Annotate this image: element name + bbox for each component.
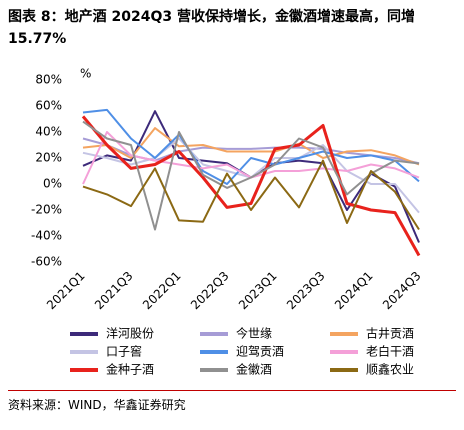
chart: % -60% -40% -20% 0% 20% 40% 60% 80% 2021Q1 2021Q3…	[31, 67, 424, 377]
y-axis-label: %	[80, 67, 91, 81]
y-tick-label: -20%	[31, 203, 62, 217]
source-note: 资料来源：WIND，华鑫证券研究	[8, 398, 186, 412]
x-tick-label: 2024Q3	[380, 269, 424, 313]
y-tick-label: 0%	[43, 177, 62, 191]
x-tick-label: 2023Q3	[284, 269, 328, 313]
series-line	[82, 159, 420, 231]
series-line	[82, 120, 420, 231]
legend-label: 古井贡酒	[366, 326, 414, 341]
x-tick-label: 2022Q3	[188, 269, 232, 313]
legend-label: 今世缘	[236, 326, 272, 341]
legend-label: 迎驾贡酒	[236, 345, 284, 359]
x-tick-label: 2023Q1	[236, 269, 280, 313]
y-tick-label: -40%	[31, 229, 62, 243]
series-line	[82, 108, 420, 185]
y-tick-label: 40%	[35, 125, 62, 139]
y-tick-label: 60%	[35, 99, 62, 113]
y-tick-label: -60%	[31, 255, 62, 269]
legend-label: 洋河股份	[106, 326, 154, 341]
divider	[8, 390, 456, 391]
series-line	[82, 127, 420, 166]
y-tick-label: 20%	[35, 151, 62, 165]
chart-title: 图表 8：地产酒 2024Q3 营收保持增长，金徽酒增速最高，同增 15.77%	[8, 9, 415, 47]
y-tick-label: 80%	[35, 73, 62, 87]
legend-label: 金徽酒	[236, 362, 272, 377]
x-tick-label: 2021Q1	[44, 269, 88, 313]
legend-label: 顺鑫农业	[366, 362, 414, 377]
legend-label: 金种子酒	[106, 362, 154, 377]
x-tick-label: 2021Q3	[92, 269, 136, 313]
legend-label: 老白干酒	[366, 344, 414, 359]
legend-label: 口子窖	[106, 344, 142, 359]
x-tick-label: 2024Q1	[332, 269, 376, 313]
series-line	[81, 115, 421, 257]
x-tick-label: 2022Q1	[140, 269, 184, 313]
